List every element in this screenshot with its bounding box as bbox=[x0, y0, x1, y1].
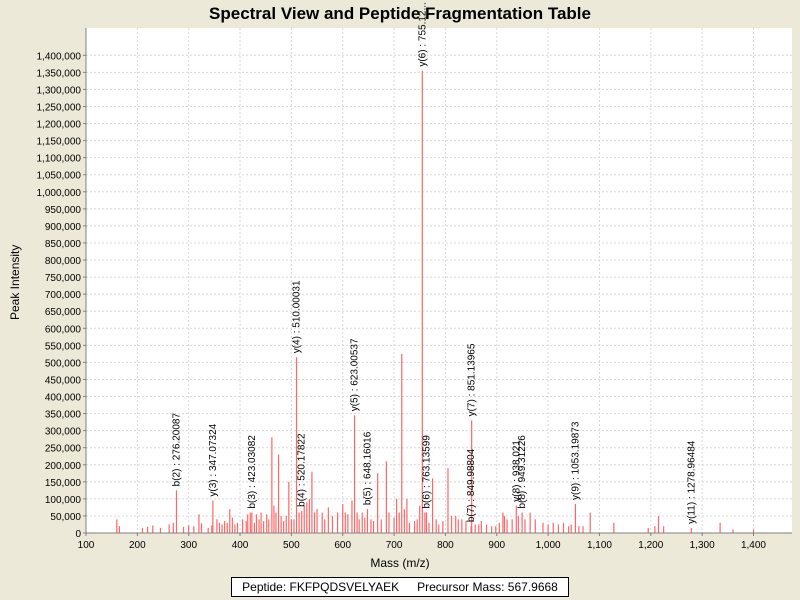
chart-title: Spectral View and Peptide Fragmentation … bbox=[209, 4, 591, 23]
peak-annotation: y(7) : 851.13965 bbox=[467, 343, 478, 416]
x-tick-label: 500 bbox=[283, 540, 300, 551]
y-tick-label: 850,000 bbox=[45, 239, 82, 250]
x-tick-label: 1,200 bbox=[638, 540, 663, 551]
y-tick-label: 900,000 bbox=[45, 222, 82, 233]
peak-annotation: b(7) : 849.98804 bbox=[466, 448, 477, 522]
y-tick-label: 400,000 bbox=[45, 393, 82, 404]
peak-annotation: b(8) : 949.31226 bbox=[517, 435, 528, 509]
y-tick-label: 750,000 bbox=[45, 273, 82, 284]
legend-precursor-mass: Precursor Mass: 567.9668 bbox=[417, 580, 558, 594]
x-tick-label: 100 bbox=[78, 540, 95, 551]
y-tick-label: 250,000 bbox=[45, 444, 82, 455]
y-tick-label: 500,000 bbox=[45, 358, 82, 369]
plot-area bbox=[86, 28, 792, 533]
y-tick-label: 1,300,000 bbox=[37, 85, 82, 96]
y-tick-label: 950,000 bbox=[45, 205, 82, 216]
peak-annotation: b(2) : 276.20087 bbox=[171, 413, 182, 487]
legend-box: Peptide: FKFPQDSVELYAEK Precursor Mass: … bbox=[231, 577, 569, 597]
y-tick-label: 800,000 bbox=[45, 256, 82, 267]
peak-annotation: y(3) : 347.07324 bbox=[208, 423, 219, 496]
x-tick-label: 1,100 bbox=[587, 540, 612, 551]
x-tick-label: 1,000 bbox=[536, 540, 561, 551]
x-tick-label: 600 bbox=[334, 540, 351, 551]
y-tick-label: 300,000 bbox=[45, 427, 82, 438]
y-tick-label: 1,400,000 bbox=[37, 51, 82, 62]
legend-peptide: Peptide: FKFPQDSVELYAEK bbox=[242, 580, 400, 594]
peak-annotation: b(5) : 648.16016 bbox=[362, 431, 373, 505]
peak-annotation: y(5) : 623.00537 bbox=[350, 338, 361, 411]
x-tick-label: 1,300 bbox=[690, 540, 715, 551]
peak-annotation: y(4) : 510.00031 bbox=[292, 280, 303, 353]
peak-annotation: b(6) : 763.13599 bbox=[421, 435, 432, 509]
y-tick-label: 1,200,000 bbox=[37, 120, 82, 131]
y-tick-label: 450,000 bbox=[45, 375, 82, 386]
x-tick-label: 200 bbox=[129, 540, 146, 551]
y-tick-label: 650,000 bbox=[45, 307, 82, 318]
y-tick-label: 200,000 bbox=[45, 461, 82, 472]
x-tick-label: 1,400 bbox=[741, 540, 766, 551]
peak-annotation: b(4) : 520.17822 bbox=[297, 433, 308, 507]
y-tick-label: 50,000 bbox=[50, 512, 81, 523]
y-tick-label: 1,050,000 bbox=[37, 171, 82, 182]
y-tick-label: 1,250,000 bbox=[37, 102, 82, 113]
peak-annotation: y(6) : 755.12... bbox=[417, 2, 428, 66]
y-tick-label: 350,000 bbox=[45, 410, 82, 421]
peak-annotation: y(9) : 1053.19873 bbox=[570, 421, 581, 500]
y-tick-label: 700,000 bbox=[45, 290, 82, 301]
x-tick-label: 300 bbox=[180, 540, 197, 551]
y-tick-label: 1,150,000 bbox=[37, 137, 82, 148]
y-tick-label: 550,000 bbox=[45, 341, 82, 352]
x-tick-label: 800 bbox=[437, 540, 454, 551]
peak-annotation: y(11) : 1278.96484 bbox=[686, 440, 697, 524]
y-tick-label: 600,000 bbox=[45, 324, 82, 335]
peak-annotation: b(3) : 423.03082 bbox=[247, 435, 258, 509]
y-tick-label: 0 bbox=[75, 529, 81, 540]
y-tick-label: 1,100,000 bbox=[37, 154, 82, 165]
x-tick-label: 400 bbox=[232, 540, 249, 551]
y-tick-label: 150,000 bbox=[45, 478, 82, 489]
y-tick-label: 1,350,000 bbox=[37, 68, 82, 79]
x-tick-label: 900 bbox=[488, 540, 505, 551]
y-tick-label: 1,000,000 bbox=[37, 188, 82, 199]
x-axis-label: Mass (m/z) bbox=[370, 556, 430, 570]
y-tick-label: 100,000 bbox=[45, 495, 82, 506]
peak-annotation: y(8) : 938.021 bbox=[511, 440, 522, 502]
x-tick-label: 700 bbox=[386, 540, 403, 551]
